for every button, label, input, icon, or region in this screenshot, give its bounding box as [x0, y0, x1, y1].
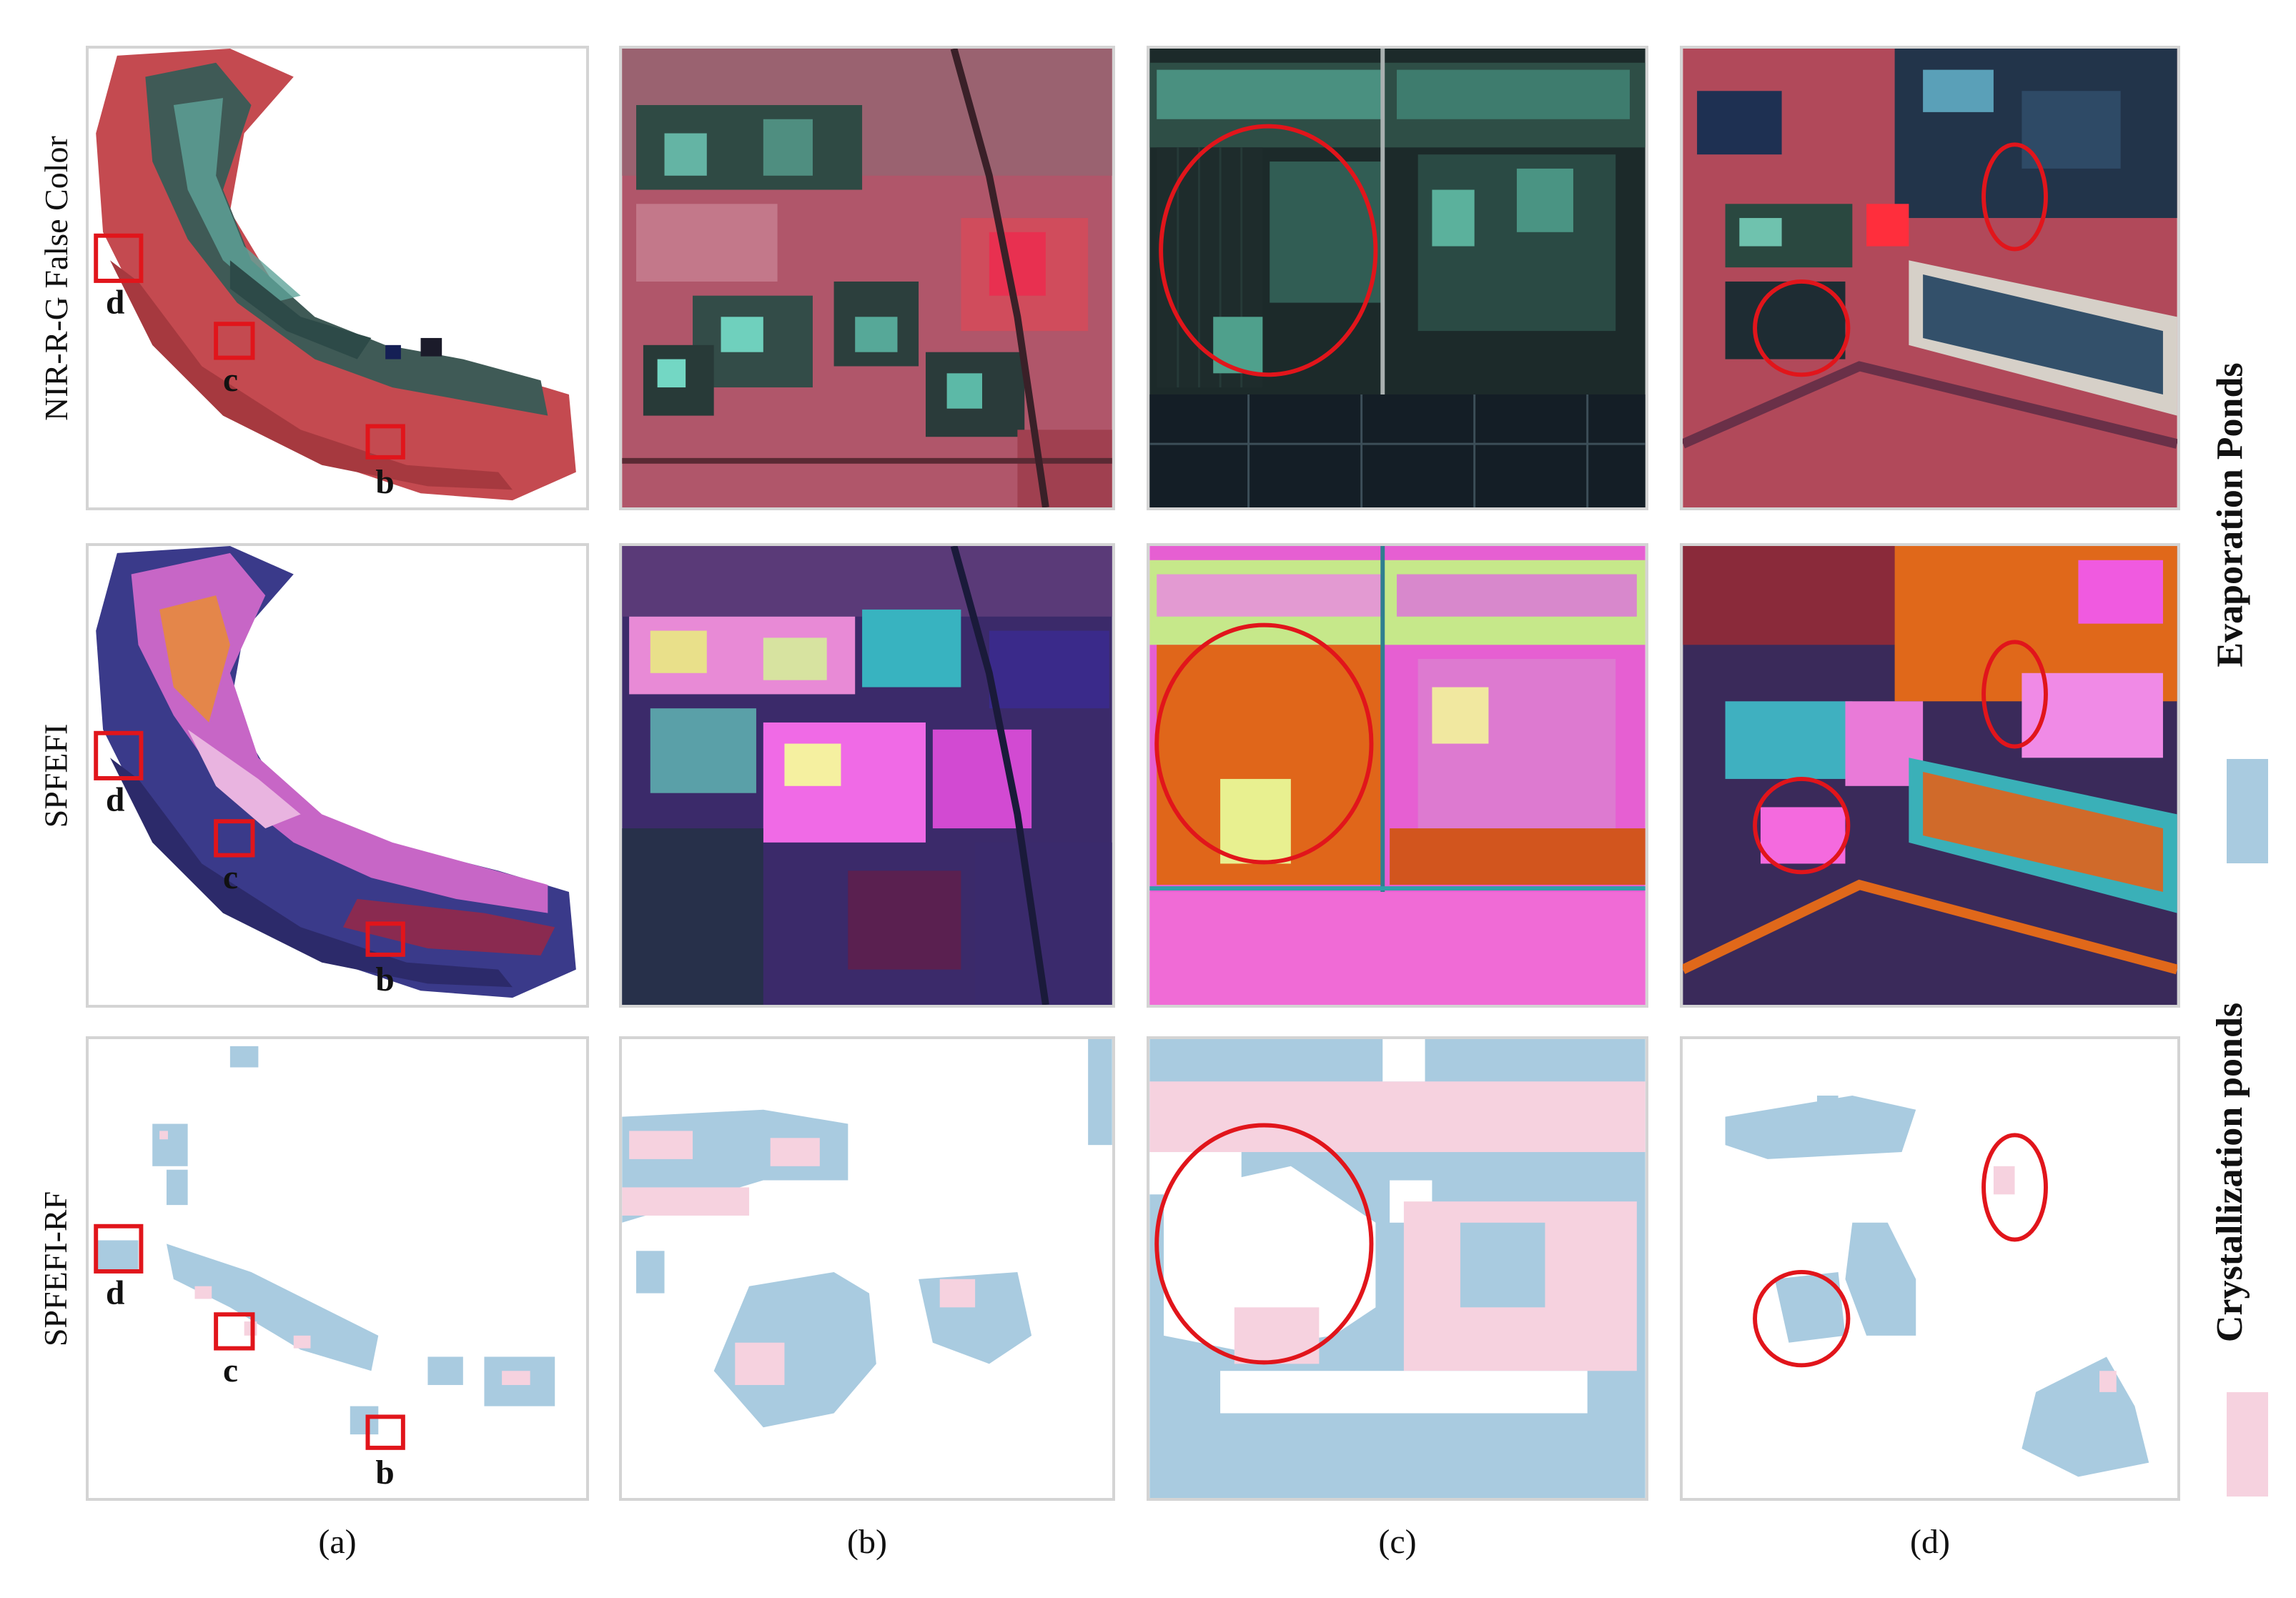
column-label-b: (b): [847, 1523, 887, 1561]
spfefi-overview-image: d c b: [94, 546, 576, 998]
marker-label-c: c: [223, 1352, 238, 1389]
legend: Evaporation Ponds Crystallization ponds: [2184, 0, 2277, 1598]
spfefi-rf-d-image: [1725, 1096, 2149, 1477]
panel-spfefi-d: [1680, 543, 2180, 1008]
legend-swatch-crystallization: [2227, 1392, 2268, 1497]
row-label-spfefi-rf: SPFEFI-RF: [37, 1191, 74, 1346]
row-label-false-color: NIR-R-G False Color: [37, 135, 74, 421]
legend-swatch-evaporation: [2227, 759, 2268, 863]
panel-false-color-b: [619, 46, 1115, 510]
false-color-b-image: [622, 49, 1112, 507]
false-color-d-image: [1683, 49, 2177, 507]
column-label-d: (d): [1910, 1523, 1950, 1561]
panel-false-color-c: [1147, 46, 1648, 510]
marker-label-b: b: [375, 961, 394, 998]
panel-false-color-overview: d c b: [86, 46, 589, 510]
panel-spfefi-rf-d: [1680, 1036, 2180, 1501]
panel-false-color-d: [1680, 46, 2180, 510]
legend-label-evaporation: Evaporation Ponds: [2210, 362, 2251, 668]
column-label-a: (a): [318, 1523, 357, 1561]
panel-spfefi-rf-overview: d c b: [86, 1036, 589, 1501]
marker-label-d: d: [106, 284, 124, 321]
panel-spfefi-rf-b: [619, 1036, 1115, 1501]
spfefi-rf-b-image: [622, 1039, 1112, 1428]
marker-label-d: d: [106, 781, 124, 818]
spfefi-d-image: [1683, 546, 2177, 1005]
marker-label-c: c: [223, 859, 238, 896]
panel-spfefi-rf-c: [1147, 1036, 1648, 1501]
highlight-ellipse-left: [1753, 279, 1851, 377]
row-label-spfefi: SPFEFI: [37, 723, 74, 828]
spfefi-rf-overview-image: d c b: [94, 1046, 555, 1492]
spfefi-rf-c-image: [1149, 1039, 1646, 1498]
panel-spfefi-c: [1147, 543, 1648, 1008]
false-color-overview-image: d c b: [94, 49, 576, 501]
marker-label-d: d: [106, 1274, 124, 1311]
marker-box-d: [94, 233, 144, 283]
panel-spfefi-b: [619, 543, 1115, 1008]
legend-label-crystallization: Crystallization ponds: [2210, 1002, 2251, 1342]
marker-label-c: c: [223, 362, 238, 399]
false-color-c-image: [1149, 49, 1646, 507]
marker-label-b: b: [375, 464, 394, 501]
spfefi-b-image: [622, 546, 1112, 1005]
marker-box-b: [365, 424, 405, 460]
marker-box-c: [214, 322, 255, 360]
highlight-ellipse: [1159, 124, 1378, 377]
panel-spfefi-overview: d c b: [86, 543, 589, 1008]
highlight-ellipse-top: [1981, 142, 2048, 252]
spfefi-c-image: [1149, 546, 1646, 1005]
marker-label-b: b: [375, 1454, 394, 1492]
column-label-c: (c): [1378, 1523, 1417, 1561]
